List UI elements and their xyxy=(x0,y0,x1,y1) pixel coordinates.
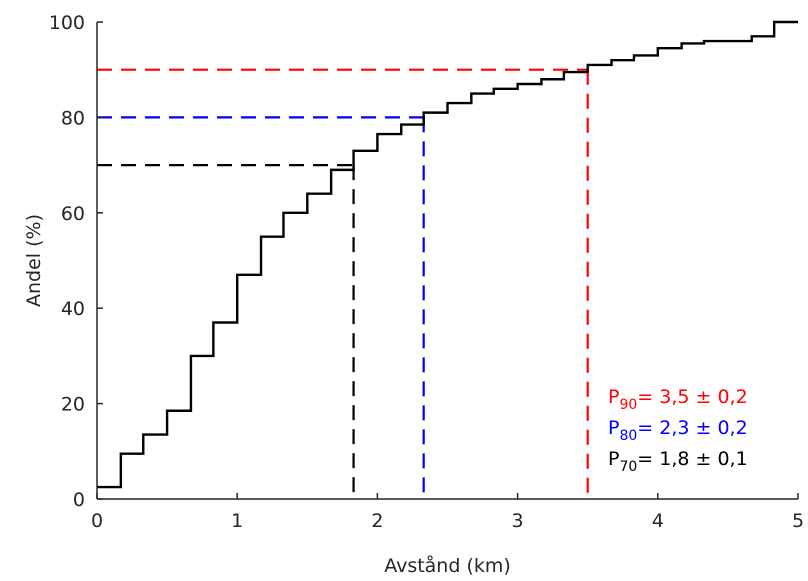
cumulative-step-line xyxy=(97,20,798,489)
series-layer xyxy=(97,20,798,489)
y-tick-label: 60 xyxy=(61,203,85,225)
x-tick-label: 2 xyxy=(371,510,383,532)
x-tick-label: 4 xyxy=(652,510,664,532)
x-axis-ticks: 0 1 2 3 4 5 xyxy=(91,493,804,532)
x-tick-label: 5 xyxy=(792,510,804,532)
y-tick-label: 20 xyxy=(61,394,85,416)
annotation-p80: P80= 2,3 ± 0,2 xyxy=(608,417,748,444)
x-axis-label: Avstånd (km) xyxy=(384,554,511,577)
y-axis-label: Andel (%) xyxy=(23,214,45,307)
reference-lines xyxy=(97,68,589,499)
x-tick-label: 3 xyxy=(512,510,524,532)
y-tick-label: 80 xyxy=(61,107,85,129)
percentile-annotations: P90= 3,5 ± 0,2 P80= 2,3 ± 0,2 P70= 1,8 ± 0… xyxy=(608,386,748,475)
axes xyxy=(96,22,798,500)
y-tick-label: 100 xyxy=(49,12,85,34)
x-tick-label: 0 xyxy=(91,510,103,532)
annotation-p90: P90= 3,5 ± 0,2 xyxy=(608,386,748,413)
x-tick-label: 1 xyxy=(231,510,243,532)
y-tick-label: 40 xyxy=(61,298,85,320)
y-axis-ticks: 0 20 40 60 80 100 xyxy=(49,12,103,511)
annotation-p70: P70= 1,8 ± 0,1 xyxy=(608,448,748,475)
y-tick-label: 0 xyxy=(73,489,85,511)
